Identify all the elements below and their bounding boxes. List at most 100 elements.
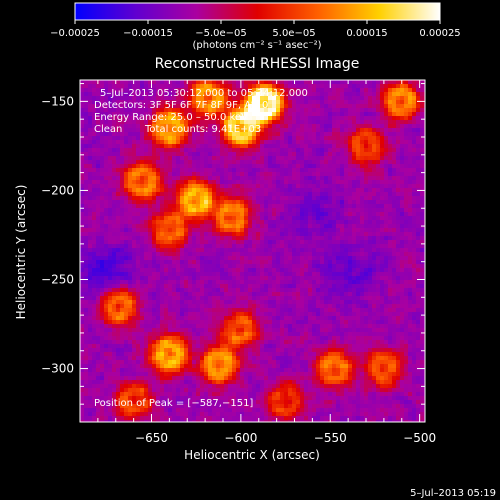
heatmap-cell: [144, 232, 149, 237]
heatmap-cell: [220, 116, 225, 121]
heatmap-cell: [264, 140, 269, 145]
heatmap-cell: [232, 288, 237, 293]
heatmap-cell: [192, 200, 197, 205]
heatmap-cell: [180, 236, 185, 241]
heatmap-cell: [188, 108, 193, 113]
heatmap-cell: [256, 300, 261, 305]
heatmap-cell: [184, 84, 189, 89]
heatmap-cell: [348, 152, 353, 157]
heatmap-cell: [96, 168, 101, 173]
heatmap-cell: [144, 292, 149, 297]
heatmap-cell: [228, 208, 233, 213]
heatmap-cell: [112, 144, 117, 149]
heatmap-cell: [120, 108, 125, 113]
heatmap-cell: [292, 112, 297, 117]
heatmap-cell: [316, 244, 321, 249]
heatmap-cell: [260, 136, 265, 141]
heatmap-cell: [192, 164, 197, 169]
heatmap-cell: [188, 112, 193, 117]
heatmap-cell: [160, 288, 165, 293]
heatmap-cell: [104, 216, 109, 221]
heatmap-cell: [328, 248, 333, 253]
heatmap-cell: [196, 160, 201, 165]
heatmap-cell: [256, 244, 261, 249]
heatmap-cell: [92, 144, 97, 149]
heatmap-cell: [208, 96, 213, 101]
heatmap-cell: [108, 300, 113, 305]
heatmap-cell: [344, 200, 349, 205]
heatmap-cell: [84, 120, 89, 125]
heatmap-cell: [340, 100, 345, 105]
heatmap-cell: [352, 180, 357, 185]
heatmap-cell: [304, 276, 309, 281]
heatmap-cell: [352, 112, 357, 117]
heatmap-cell: [304, 120, 309, 125]
heatmap-cell: [284, 80, 289, 85]
heatmap-cell: [148, 280, 153, 285]
heatmap-cell: [284, 224, 289, 229]
heatmap-cell: [404, 80, 409, 85]
heatmap-cell: [264, 168, 269, 173]
heatmap-cell: [92, 224, 97, 229]
heatmap-cell: [188, 204, 193, 209]
heatmap-cell: [124, 272, 129, 277]
heatmap-cell: [104, 132, 109, 137]
heatmap-cell: [176, 292, 181, 297]
heatmap-cell: [172, 260, 177, 265]
heatmap-cell: [168, 244, 173, 249]
heatmap-cell: [272, 180, 277, 185]
heatmap-cell: [264, 160, 269, 165]
heatmap-cell: [412, 164, 417, 169]
heatmap-cell: [384, 128, 389, 133]
heatmap-cell: [284, 140, 289, 145]
heatmap-cell: [412, 156, 417, 161]
heatmap-cell: [220, 200, 225, 205]
heatmap-cell: [196, 228, 201, 233]
heatmap-cell: [296, 260, 301, 265]
heatmap-cell: [336, 180, 341, 185]
heatmap-cell: [416, 116, 421, 121]
heatmap-cell: [88, 208, 93, 213]
heatmap-cell: [396, 244, 401, 249]
heatmap-cell: [164, 296, 169, 301]
heatmap-cell: [304, 108, 309, 113]
heatmap-cell: [332, 236, 337, 241]
heatmap-cell: [324, 96, 329, 101]
heatmap-cell: [108, 208, 113, 213]
heatmap-cell: [136, 204, 141, 209]
heatmap-cell: [316, 268, 321, 273]
heatmap-cell: [100, 164, 105, 169]
heatmap-cell: [284, 256, 289, 261]
heatmap-cell: [392, 80, 397, 85]
heatmap-cell: [140, 88, 145, 93]
heatmap-cell: [212, 192, 217, 197]
heatmap-cell: [140, 128, 145, 133]
heatmap-cell: [224, 212, 229, 217]
heatmap-cell: [108, 92, 113, 97]
heatmap-cell: [80, 148, 85, 153]
heatmap-cell: [364, 172, 369, 177]
heatmap-cell: [132, 132, 137, 137]
heatmap-cell: [148, 276, 153, 281]
heatmap-cell: [316, 248, 321, 253]
heatmap-cell: [104, 232, 109, 237]
heatmap-cell: [196, 112, 201, 117]
heatmap-cell: [360, 248, 365, 253]
heatmap-cell: [192, 196, 197, 201]
heatmap-cell: [272, 260, 277, 265]
heatmap-cell: [376, 276, 381, 281]
heatmap-cell: [132, 112, 137, 117]
heatmap-cell: [372, 156, 377, 161]
heatmap-cell: [404, 180, 409, 185]
heatmap-cell: [360, 300, 365, 305]
heatmap-cell: [212, 160, 217, 165]
heatmap-cell: [384, 244, 389, 249]
heatmap-cell: [172, 164, 177, 169]
heatmap-cell: [112, 248, 117, 253]
heatmap-cell: [344, 116, 349, 121]
heatmap-cell: [152, 116, 157, 121]
heatmap-cell: [208, 176, 213, 181]
heatmap-cell: [276, 296, 281, 301]
heatmap-cell: [100, 256, 105, 261]
heatmap-cell: [156, 244, 161, 249]
